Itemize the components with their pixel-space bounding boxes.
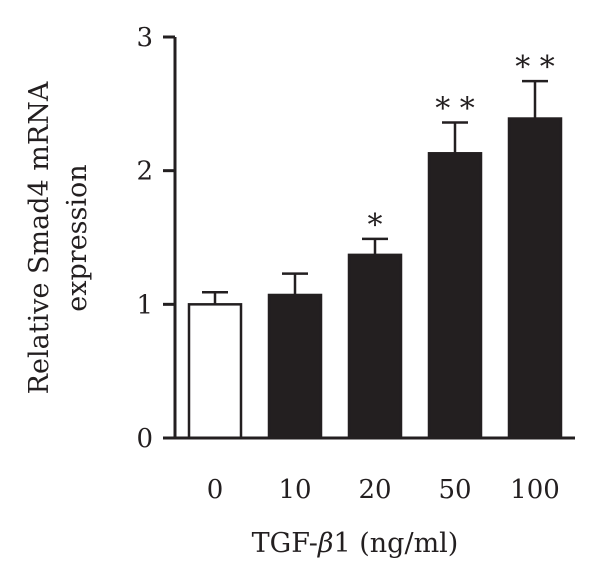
y-axis-title: Relative Smad4 mRNA expression (24, 81, 93, 394)
x-axis-title: TGF-β1 (ng/ml) (252, 528, 459, 559)
y-axis-title-line2: expression (62, 164, 93, 311)
y-tick-label-1: 1 (136, 290, 153, 320)
x-axis: 0 10 20 50 100 (173, 436, 575, 505)
y-tick-label-2: 2 (136, 157, 153, 187)
x-tick-label-20: 20 (358, 475, 391, 505)
y-axis-title-line1: Relative Smad4 mRNA (24, 81, 55, 394)
bar-50 (427, 152, 483, 440)
significance-100: * * (515, 50, 555, 85)
x-axis-title-beta: β (317, 528, 334, 559)
x-axis-title-prefix: TGF- (252, 528, 318, 559)
y-tick-label-3: 3 (136, 23, 153, 53)
x-tick-label-100: 100 (510, 475, 560, 505)
significance-50: * * (435, 92, 475, 127)
x-tick-label-10: 10 (278, 475, 311, 505)
significance-20: * (368, 208, 383, 243)
bars: * * * * * (187, 50, 563, 440)
bar-100 (507, 117, 563, 440)
bar-0 (187, 303, 243, 440)
x-tick-label-0: 0 (207, 475, 224, 505)
bar-10 (267, 293, 323, 440)
y-tick-label-0: 0 (136, 424, 153, 454)
x-axis-title-suffix: 1 (ng/ml) (334, 528, 459, 559)
bar-20 (347, 253, 403, 440)
x-tick-label-50: 50 (438, 475, 471, 505)
y-axis: 0 1 2 3 (136, 23, 177, 454)
